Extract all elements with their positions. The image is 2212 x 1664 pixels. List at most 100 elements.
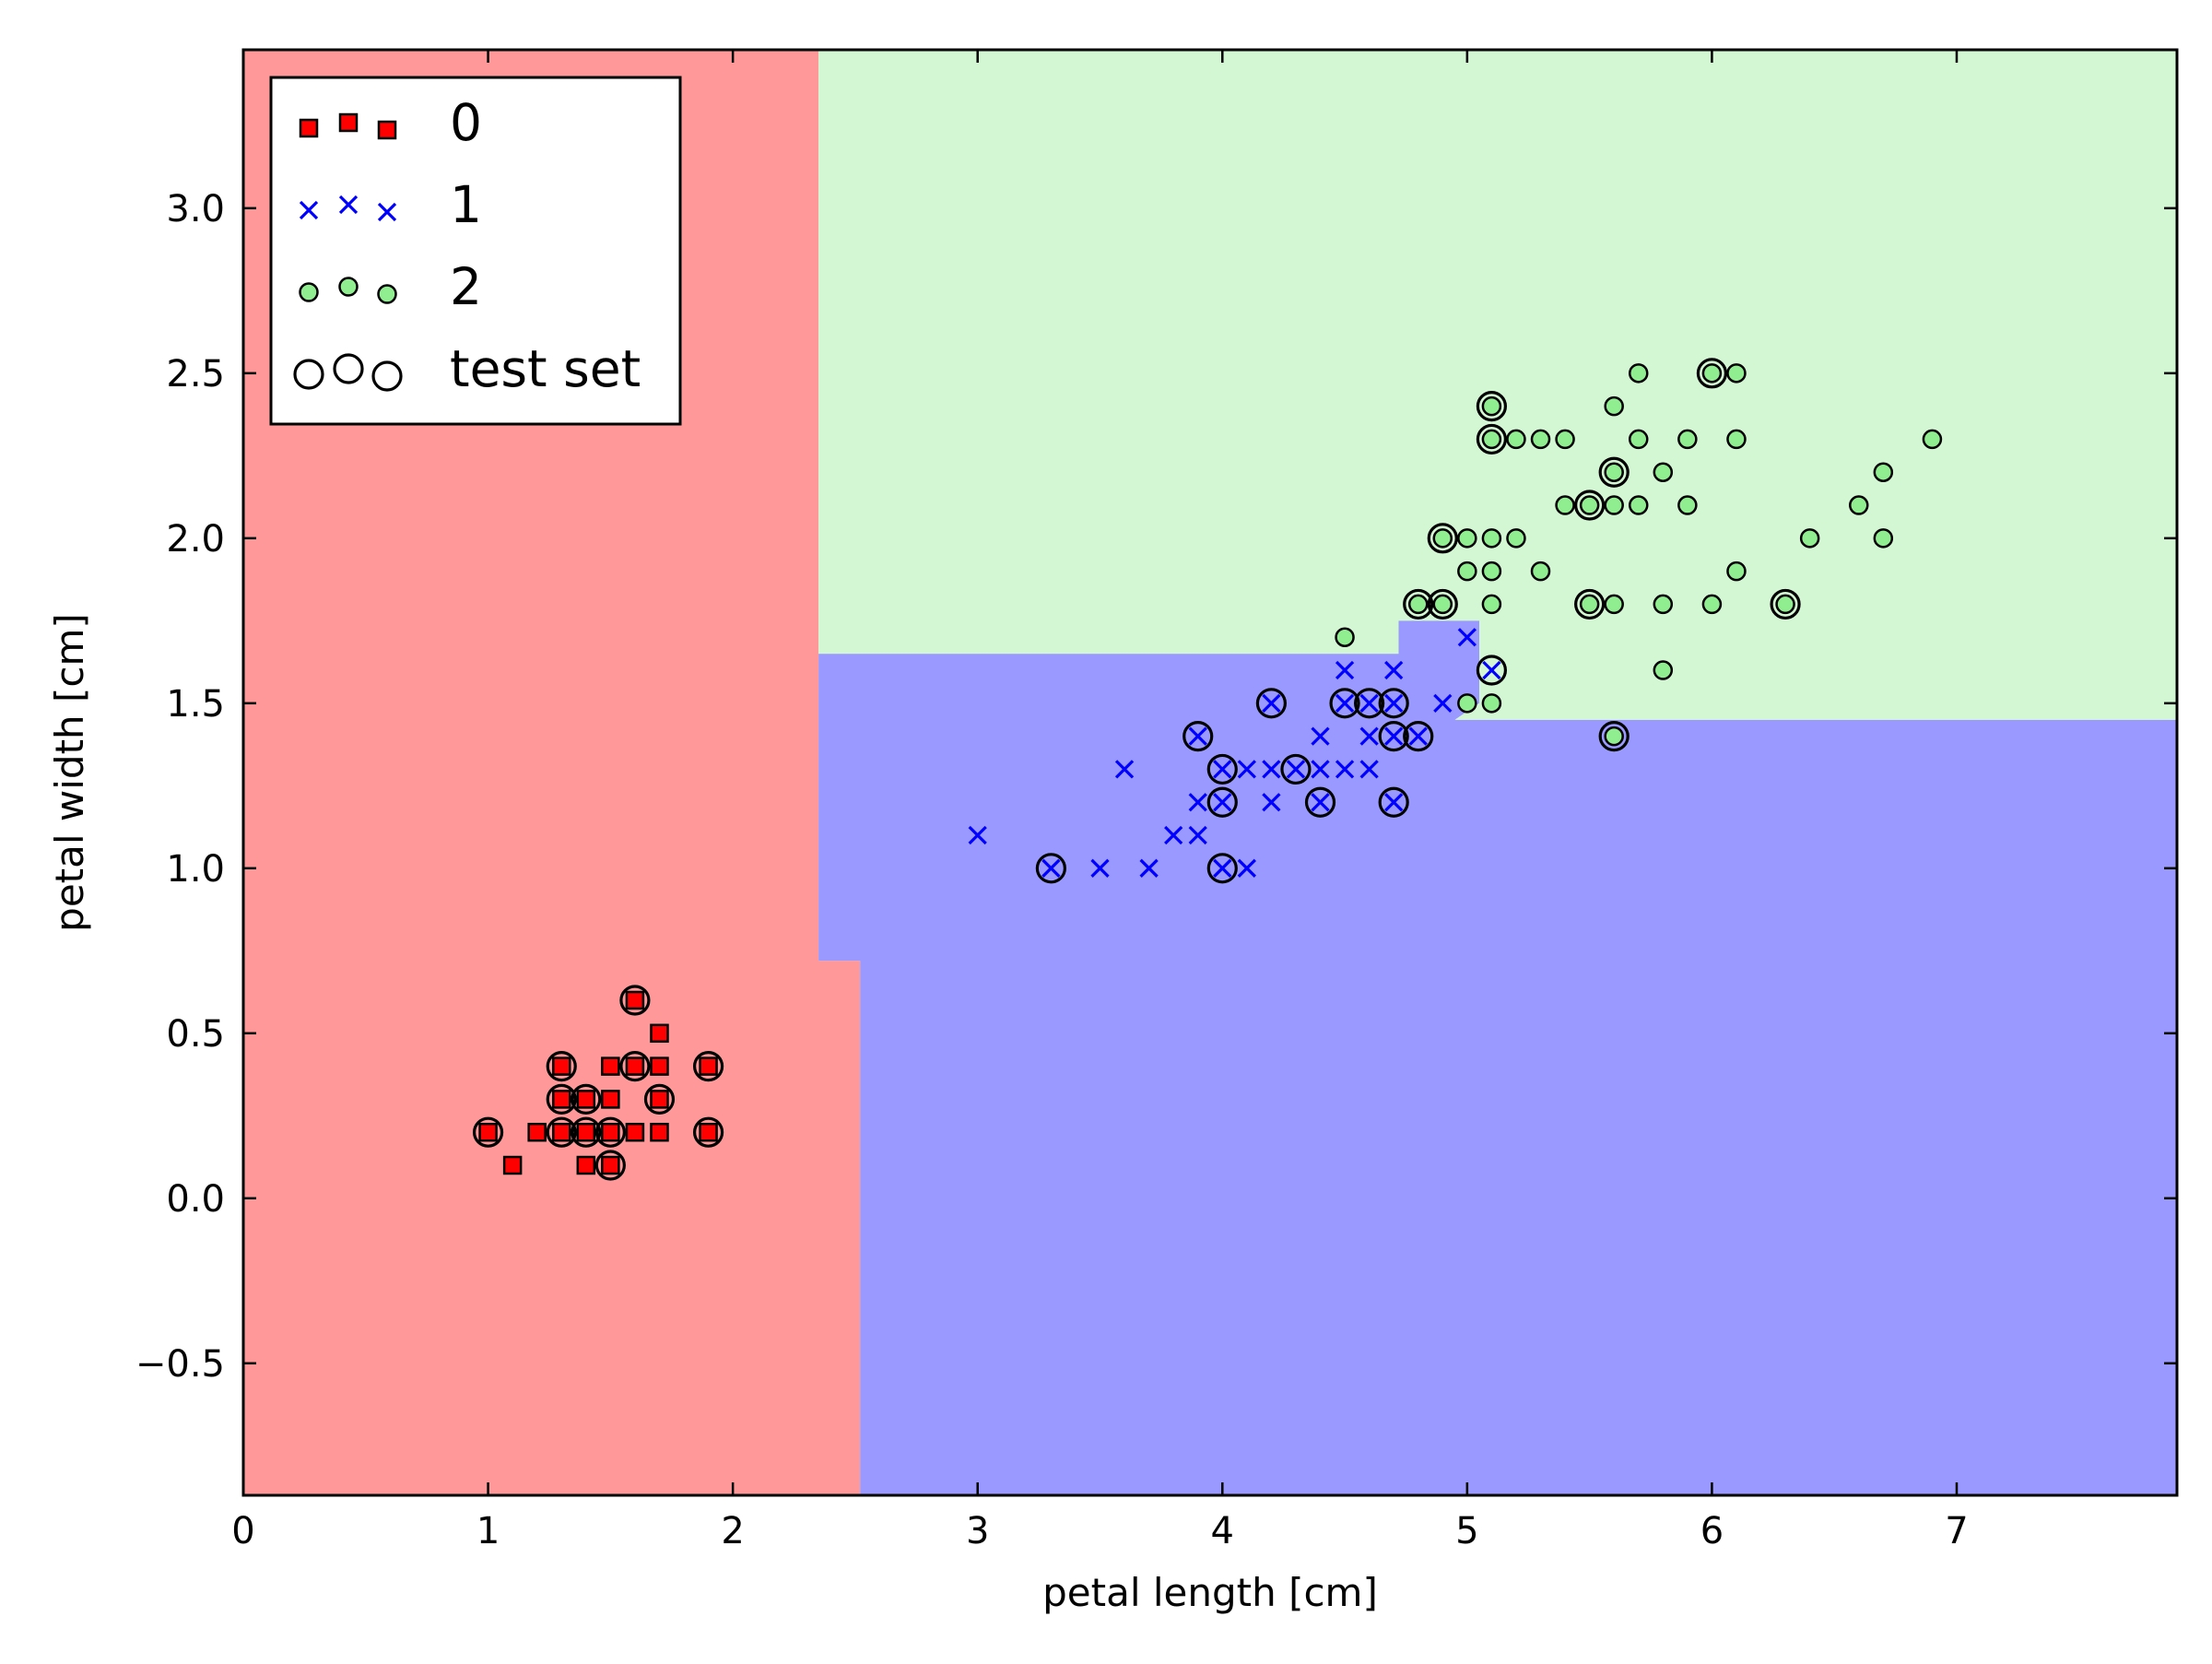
point-class-0 xyxy=(502,1155,523,1175)
point-class-1 xyxy=(1457,628,1477,647)
legend-markers xyxy=(293,112,403,392)
y-tick-label: −0.5 xyxy=(135,1343,225,1386)
test-set-point xyxy=(1354,688,1385,719)
point-class-1 xyxy=(1213,858,1232,878)
test-set-point xyxy=(1280,753,1312,785)
point-class-1 xyxy=(1041,858,1061,878)
legend-marker-test-set xyxy=(333,353,364,384)
point-class-2 xyxy=(1530,561,1551,582)
test-set-point xyxy=(594,1116,626,1148)
point-class-2 xyxy=(1701,363,1723,384)
point-class-2 xyxy=(1799,528,1820,549)
point-class-2 xyxy=(1579,495,1600,515)
x-tick-label: 2 xyxy=(721,1510,744,1552)
point-class-2 xyxy=(1628,495,1649,515)
x-tick-label: 3 xyxy=(966,1510,989,1552)
point-class-2 xyxy=(1481,561,1502,582)
point-class-1 xyxy=(1164,825,1183,845)
legend-label-2: 2 xyxy=(450,257,482,316)
test-set-point xyxy=(619,985,651,1016)
y-tick-label: 0.0 xyxy=(166,1178,225,1221)
point-class-2 xyxy=(1604,495,1624,515)
point-class-2 xyxy=(1604,594,1624,615)
test-set-point xyxy=(1696,358,1728,389)
y-tick-label: 1.5 xyxy=(166,683,225,726)
point-class-0 xyxy=(601,1056,620,1076)
decision-region-class-1 xyxy=(818,620,2177,1495)
point-class-0 xyxy=(551,1090,571,1109)
y-tick-label: 2.5 xyxy=(166,353,225,395)
point-class-0 xyxy=(601,1122,620,1142)
point-class-1 xyxy=(1286,760,1306,779)
legend-marker-1 xyxy=(338,195,359,215)
point-class-0 xyxy=(551,1056,571,1076)
test-set-point xyxy=(1476,423,1508,455)
legend-marker-1 xyxy=(299,200,319,220)
point-class-1 xyxy=(1384,726,1404,746)
point-class-1 xyxy=(968,825,987,845)
series-1 xyxy=(968,628,1501,878)
test-set-markers xyxy=(472,358,1801,1181)
point-class-1 xyxy=(1384,693,1404,713)
point-class-1 xyxy=(1090,858,1110,878)
point-class-0 xyxy=(699,1056,718,1076)
point-class-1 xyxy=(1433,693,1453,713)
point-class-2 xyxy=(1481,528,1502,549)
point-class-2 xyxy=(1701,594,1723,615)
test-set-point xyxy=(1206,753,1238,785)
point-class-1 xyxy=(1359,693,1379,713)
test-set-point xyxy=(1427,523,1458,554)
test-set-point xyxy=(1574,588,1606,620)
y-tick-label: 3.0 xyxy=(166,188,225,230)
test-set-point xyxy=(1403,588,1434,620)
x-tick-label: 4 xyxy=(1211,1510,1234,1552)
legend-marker-0 xyxy=(299,118,319,138)
point-class-2 xyxy=(1775,594,1795,615)
point-class-1 xyxy=(1335,693,1355,713)
test-set-point xyxy=(1329,688,1360,719)
test-set-point xyxy=(1598,721,1630,752)
point-class-1 xyxy=(1139,858,1159,878)
point-class-0 xyxy=(527,1122,547,1142)
point-class-2 xyxy=(1432,528,1453,549)
point-class-2 xyxy=(1726,429,1747,450)
point-class-1 xyxy=(1188,793,1207,812)
test-set-point xyxy=(1403,721,1434,752)
x-tick-label: 1 xyxy=(477,1510,500,1552)
test-set-point xyxy=(1255,688,1287,719)
x-tick-label: 0 xyxy=(231,1510,254,1552)
test-set-point xyxy=(472,1116,504,1148)
point-class-2 xyxy=(1849,495,1869,515)
legend-marker-test-set xyxy=(293,359,324,390)
test-set-point xyxy=(594,1150,626,1181)
legend-label-1: 1 xyxy=(450,175,482,234)
y-axis-label: petal width [cm] xyxy=(47,613,92,932)
test-set-point xyxy=(1574,490,1606,521)
point-class-2 xyxy=(1604,395,1624,417)
point-class-2 xyxy=(1457,561,1477,582)
point-class-1 xyxy=(1262,793,1281,812)
test-set-point xyxy=(571,1116,602,1148)
point-class-0 xyxy=(625,990,645,1010)
test-set-point xyxy=(1182,721,1214,752)
point-class-2 xyxy=(1604,726,1624,747)
test-set-point xyxy=(1476,391,1508,422)
point-class-1 xyxy=(1408,726,1428,746)
test-set-point xyxy=(692,1051,724,1082)
point-class-1 xyxy=(1482,660,1501,680)
point-class-2 xyxy=(1506,429,1526,450)
point-class-1 xyxy=(1262,760,1281,779)
point-class-0 xyxy=(625,1056,645,1076)
point-class-2 xyxy=(1653,594,1674,615)
point-class-2 xyxy=(1457,693,1477,714)
point-class-1 xyxy=(1237,760,1256,779)
point-class-0 xyxy=(650,1056,669,1076)
x-tick-label: 5 xyxy=(1455,1510,1478,1552)
point-class-1 xyxy=(1213,760,1232,779)
decision-regions xyxy=(243,50,2177,1495)
test-set-point xyxy=(1206,853,1238,884)
point-class-2 xyxy=(1726,561,1747,582)
point-class-2 xyxy=(1726,363,1747,384)
point-class-1 xyxy=(1237,858,1256,878)
